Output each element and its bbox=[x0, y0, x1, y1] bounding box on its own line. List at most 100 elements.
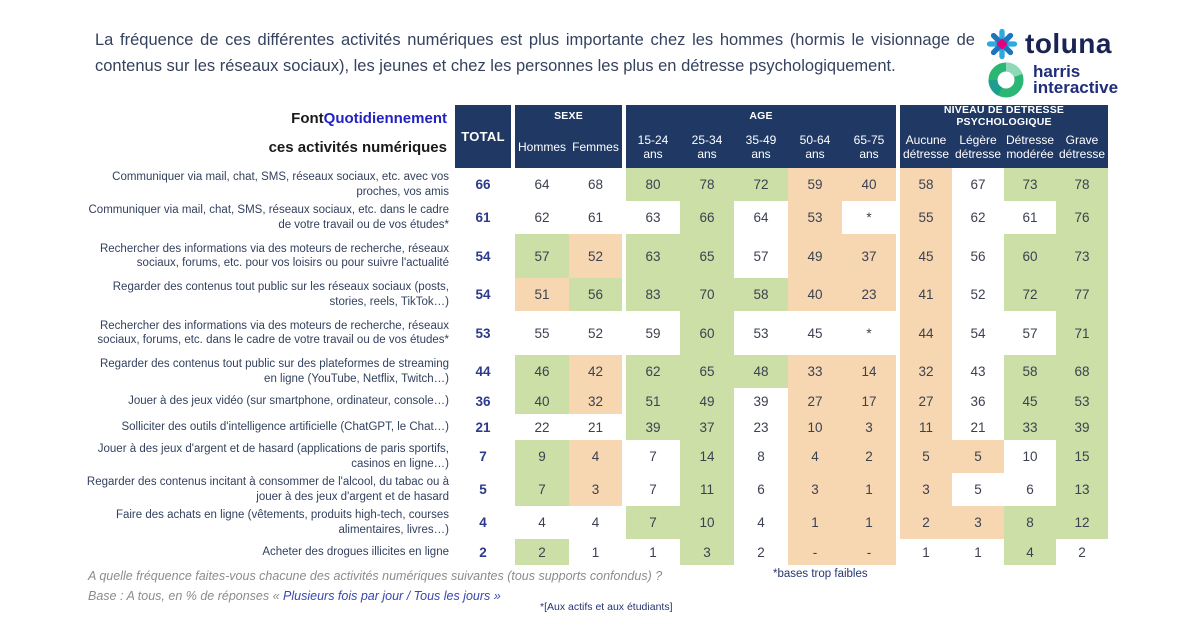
harris-line1: harris bbox=[1033, 61, 1081, 81]
table-cell: 53 bbox=[788, 201, 842, 234]
table-cell: 27 bbox=[900, 388, 952, 414]
row-label: Communiquer via mail, chat, SMS, réseaux… bbox=[88, 204, 450, 231]
table-cell: 52 bbox=[569, 234, 622, 278]
table-cell: 2 bbox=[900, 506, 952, 539]
table-cell: 68 bbox=[1056, 355, 1108, 388]
table-cell: 6 bbox=[1004, 473, 1056, 506]
table-cell: 3 bbox=[900, 473, 952, 506]
table-cell: 49 bbox=[788, 234, 842, 278]
table-cell: 4 bbox=[1004, 539, 1056, 565]
table-cell: 11 bbox=[900, 414, 952, 440]
table-cell: 14 bbox=[680, 440, 734, 473]
row-label: Regarder des contenus tout public sur le… bbox=[112, 281, 449, 308]
table-cell: 61 bbox=[1004, 201, 1056, 234]
table-cell: 3 bbox=[842, 414, 896, 440]
table-cell: 37 bbox=[680, 414, 734, 440]
table-cell: 5 bbox=[952, 473, 1004, 506]
table-cell: 7 bbox=[626, 440, 680, 473]
total-value: 21 bbox=[475, 419, 491, 435]
table-cell: 53 bbox=[1056, 388, 1108, 414]
total-value: 54 bbox=[475, 248, 491, 264]
table-cell: 64 bbox=[515, 168, 569, 201]
table-cell: 36 bbox=[952, 388, 1004, 414]
table-cell: 5 bbox=[900, 440, 952, 473]
table-cell: 65 bbox=[680, 355, 734, 388]
intro-text: La fréquence de ces différentes activité… bbox=[95, 31, 975, 75]
total-value: 53 bbox=[475, 325, 491, 341]
row-label: Regarder des contenus incitant à consomm… bbox=[86, 476, 449, 503]
table-cell: 1 bbox=[900, 539, 952, 565]
column-group-header: SEXE bbox=[515, 105, 622, 127]
table-cell: 46 bbox=[515, 355, 569, 388]
table-cell: 1 bbox=[788, 506, 842, 539]
table-cell: 7 bbox=[626, 473, 680, 506]
toluna-logo: toluna bbox=[986, 28, 1156, 60]
table-cell: 17 bbox=[842, 388, 896, 414]
total-value: 54 bbox=[475, 287, 491, 302]
toluna-wordmark: toluna bbox=[1025, 28, 1112, 59]
table-cell: 3 bbox=[788, 473, 842, 506]
table-cell: 40 bbox=[515, 388, 569, 414]
row-label: Solliciter des outils d'intelligence art… bbox=[121, 420, 449, 433]
table-cell: 32 bbox=[900, 355, 952, 388]
table-cell: 2 bbox=[1056, 539, 1108, 565]
total-value: 4 bbox=[479, 515, 487, 530]
table-cell: 51 bbox=[626, 388, 680, 414]
table-cell: 1 bbox=[626, 539, 680, 565]
data-table: Font Quotidiennement ces activités numér… bbox=[86, 104, 1108, 565]
table-cell: 8 bbox=[1004, 506, 1056, 539]
footer-base-prefix: Base : A tous, en % de réponses « bbox=[88, 589, 284, 603]
table-cell: 2 bbox=[842, 440, 896, 473]
table-cell: 39 bbox=[1056, 414, 1108, 440]
table-cell: 3 bbox=[680, 539, 734, 565]
row-label: Rechercher des informations via des mote… bbox=[97, 319, 449, 346]
table-cell: 78 bbox=[1056, 168, 1108, 201]
table-cell: 45 bbox=[1004, 388, 1056, 414]
row-label: Regarder des contenus tout public sur de… bbox=[99, 358, 449, 385]
table-cell: 4 bbox=[515, 506, 569, 539]
table-cell: 4 bbox=[569, 440, 622, 473]
column-header: 15-24 ans bbox=[626, 127, 680, 168]
harris-wordmark: harris interactive bbox=[1033, 61, 1119, 97]
table-cell: 33 bbox=[788, 355, 842, 388]
table-title-prefix: Font bbox=[291, 110, 324, 128]
table-cell: 8 bbox=[734, 440, 788, 473]
table-cell: 56 bbox=[952, 234, 1004, 278]
table-cell: 23 bbox=[734, 414, 788, 440]
column-group-header: AGE bbox=[626, 105, 896, 127]
table-cell: 67 bbox=[952, 168, 1004, 201]
column-header: Détresse modérée bbox=[1004, 127, 1056, 168]
table-cell: 6 bbox=[734, 473, 788, 506]
table-cell: 59 bbox=[626, 311, 680, 355]
total-value: 7 bbox=[479, 449, 487, 464]
table-cell: 51 bbox=[515, 278, 569, 311]
table-cell: 76 bbox=[1056, 201, 1108, 234]
table-cell: 1 bbox=[842, 473, 896, 506]
column-header: 25-34 ans bbox=[680, 127, 734, 168]
table-cell: 37 bbox=[842, 234, 896, 278]
table-cell: 55 bbox=[515, 311, 569, 355]
table-cell: 56 bbox=[569, 278, 622, 311]
column-header: Aucune détresse bbox=[900, 127, 952, 168]
table-cell: 27 bbox=[788, 388, 842, 414]
row-label: Jouer à des jeux d'argent et de hasard (… bbox=[97, 443, 449, 470]
column-header-total: TOTAL bbox=[455, 105, 511, 168]
harris-line2: interactive bbox=[1033, 78, 1119, 97]
table-cell: - bbox=[788, 539, 842, 565]
table-cell: 2 bbox=[515, 539, 569, 565]
footnote-actifs: *[Aux actifs et aux étudiants] bbox=[540, 601, 673, 613]
table-cell: 61 bbox=[569, 201, 622, 234]
table-cell: 40 bbox=[788, 278, 842, 311]
table-cell: 72 bbox=[1004, 278, 1056, 311]
table-cell: 52 bbox=[952, 278, 1004, 311]
table-cell: 77 bbox=[1056, 278, 1108, 311]
table-cell: 9 bbox=[515, 440, 569, 473]
column-header: 65-75 ans bbox=[842, 127, 896, 168]
footer-base: Base : A tous, en % de réponses « Plusie… bbox=[88, 589, 501, 603]
table-cell: 55 bbox=[900, 201, 952, 234]
table-cell: 78 bbox=[680, 168, 734, 201]
column-group-header: NIVEAU DE DETRESSE PSYCHOLOGIQUE bbox=[900, 104, 1108, 128]
total-value: 5 bbox=[479, 482, 487, 497]
table-cell: 43 bbox=[952, 355, 1004, 388]
